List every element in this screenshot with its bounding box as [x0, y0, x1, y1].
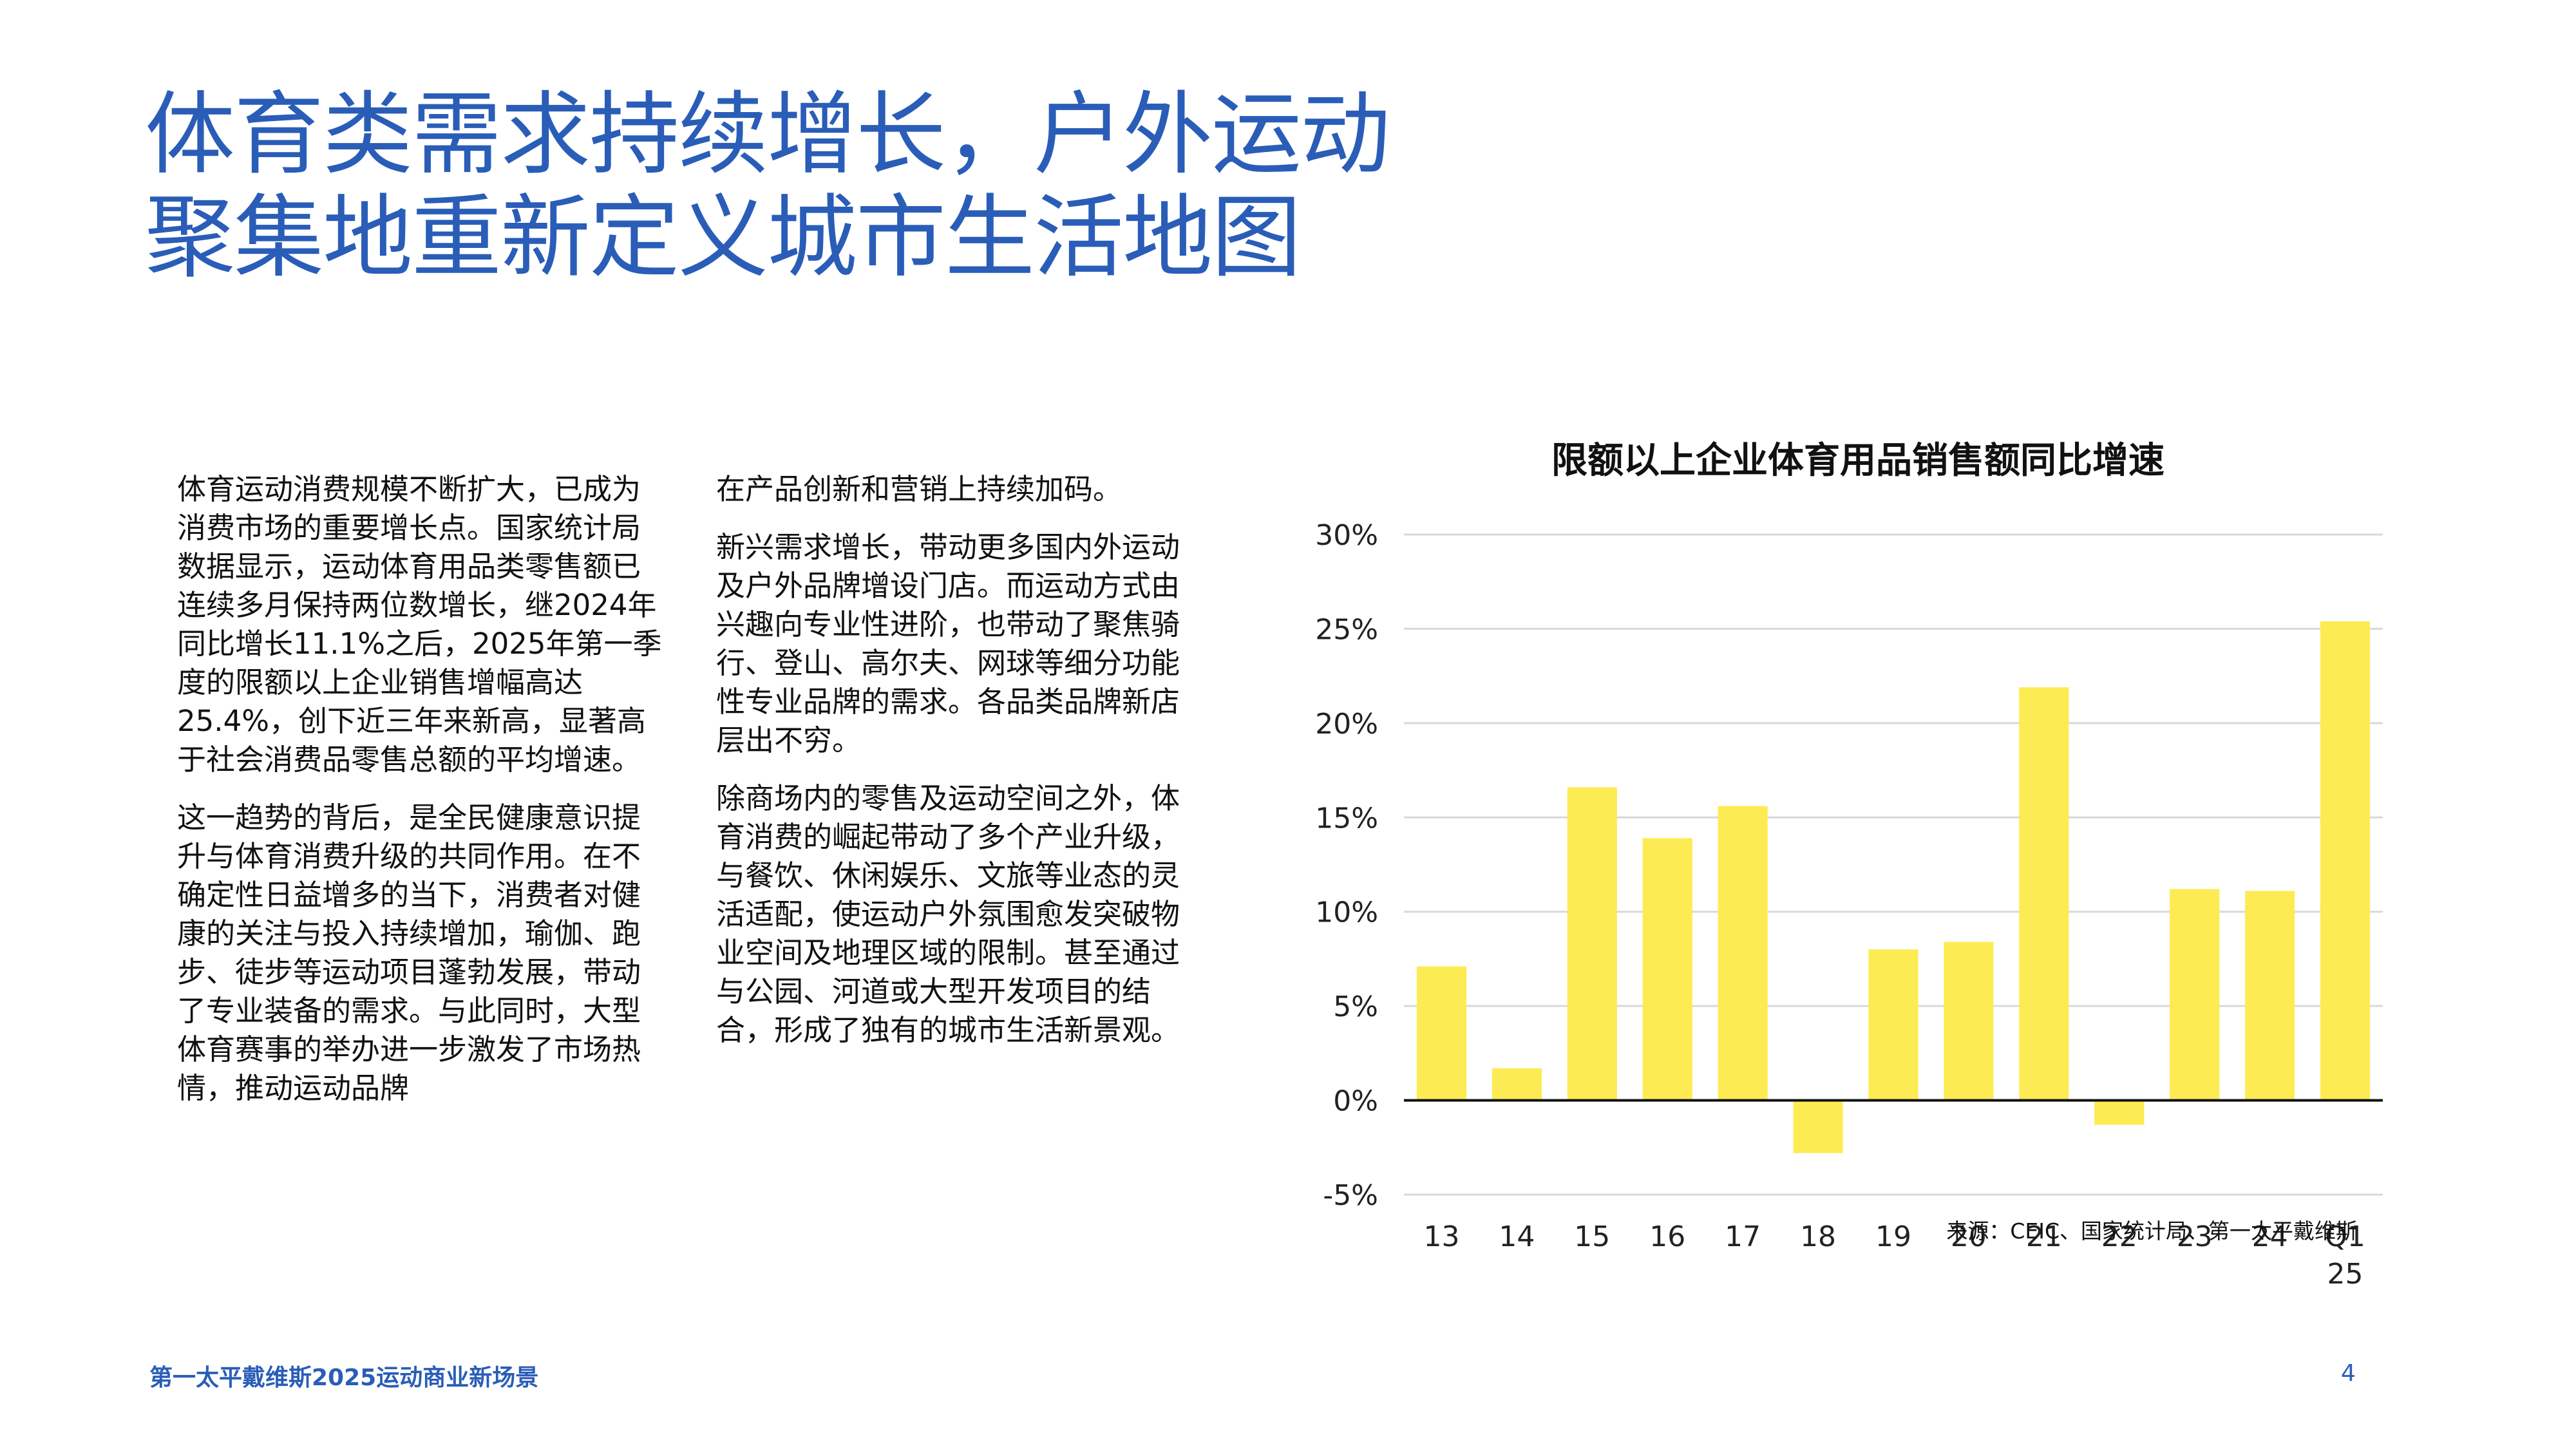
x-tick-label: 18 — [1800, 1220, 1836, 1253]
page-title-line-1: 体育类需求持续增长，户外运动 — [145, 82, 1390, 187]
y-tick-label: 30% — [1315, 519, 1378, 552]
bar — [1567, 787, 1617, 1101]
page-number: 4 — [2341, 1360, 2356, 1387]
x-tick-label: 13 — [1423, 1220, 1459, 1253]
bar — [1793, 1100, 1843, 1153]
bar — [2019, 687, 2069, 1101]
bar-chart: -5% 0% 5% 10% 15% 20% 25% 30% 13 14 15 16 17 18 19 20 21… — [1315, 519, 2383, 1291]
x-tick-label: 17 — [1725, 1220, 1761, 1253]
y-tick-label: -5% — [1323, 1179, 1378, 1212]
bar — [2170, 889, 2220, 1101]
y-tick-label: 25% — [1315, 613, 1378, 646]
y-tick-label: 0% — [1333, 1085, 1378, 1118]
y-tick-label: 5% — [1333, 990, 1378, 1023]
x-tick-label: 15 — [1574, 1220, 1610, 1253]
y-tick-label: 15% — [1315, 802, 1378, 835]
chart-title: 限额以上企业体育用品销售额同比增速 — [1551, 439, 2164, 482]
body-column-1: 体育运动消费规模不断扩大，已成为消费市场的重要增长点。国家统计局数据显示，运动体… — [177, 470, 667, 1127]
paragraph: 在产品创新和营销上持续加码。 — [716, 472, 1122, 506]
page-title: 体育类需求持续增长，户外运动 聚集地重新定义城市生活地图 — [145, 84, 1626, 290]
paragraph: 体育运动消费规模不断扩大，已成为消费市场的重要增长点。国家统计局数据显示，运动体… — [177, 472, 662, 777]
y-tick-label: 20% — [1315, 708, 1378, 741]
x-tick-label: Q1 25 — [2325, 1220, 2365, 1291]
page-title-line-2: 聚集地重新定义城市生活地图 — [145, 185, 1302, 290]
x-tick-label: 16 — [1649, 1220, 1685, 1253]
paragraph: 除商场内的零售及运动空间之外，体育消费的崛起带动了多个产业升级，与餐饮、休闲娱乐… — [716, 781, 1180, 1047]
source-note: 来源：CEIC、国家统计局、第一太平戴维斯 — [1946, 1218, 2357, 1244]
x-tick-label: 24 — [2252, 1220, 2288, 1253]
bar — [1642, 838, 1692, 1101]
bar — [1868, 949, 1918, 1101]
bar — [2320, 621, 2371, 1101]
bar — [1492, 1068, 1542, 1101]
paragraph: 这一趋势的背后，是全民健康意识提升与体育消费升级的共同作用。在不确定性日益增多的… — [177, 800, 641, 1105]
x-tick-label: 22 — [2101, 1220, 2137, 1253]
x-tick-label: 20 — [1951, 1220, 1987, 1253]
y-tick-label: 10% — [1315, 896, 1378, 929]
bar — [1944, 942, 1994, 1101]
bar — [2094, 1100, 2145, 1125]
bar — [1416, 966, 1467, 1101]
body-column-2: 在产品创新和营销上持续加码。 新兴需求增长，带动更多国内外运动及户外品牌增设门店… — [716, 470, 1206, 1069]
x-tick-label: 14 — [1499, 1220, 1535, 1253]
bar — [1718, 806, 1768, 1101]
x-tick-label: 21 — [2026, 1220, 2062, 1253]
footer-report-title: 第一太平戴维斯2025运动商业新场景 — [149, 1365, 539, 1391]
x-tick-label: 23 — [2177, 1220, 2213, 1253]
x-tick-label: 19 — [1875, 1220, 1911, 1253]
bar — [2245, 891, 2295, 1101]
paragraph: 新兴需求增长，带动更多国内外运动及户外品牌增设门店。而运动方式由兴趣向专业性进阶… — [716, 530, 1180, 757]
